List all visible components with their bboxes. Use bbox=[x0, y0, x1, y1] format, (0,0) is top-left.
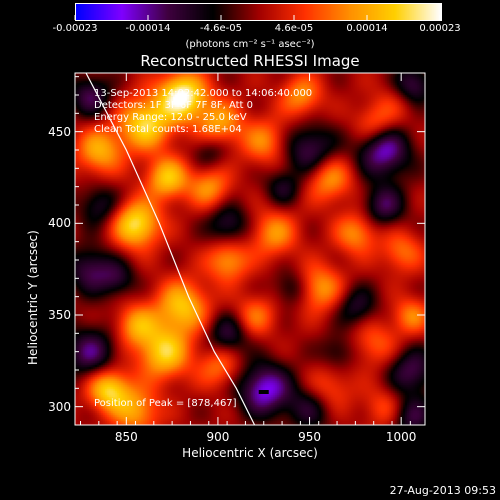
colorbar-units: (photons cm⁻² s⁻¹ asec⁻²) bbox=[185, 39, 315, 50]
colorbar-tick-label: -0.00014 bbox=[125, 23, 171, 34]
y-tick-label: 300 bbox=[48, 399, 71, 414]
colorbar bbox=[75, 3, 442, 21]
x-tick-label: 850 bbox=[114, 430, 138, 444]
peak-marker bbox=[258, 390, 269, 394]
colorbar-tick-label: -0.00023 bbox=[52, 23, 98, 34]
heatmap-image bbox=[75, 73, 425, 425]
y-axis-label: Heliocentric Y (arcsec) bbox=[26, 230, 40, 365]
x-tick-label: 1000 bbox=[385, 430, 417, 444]
y-tick-label: 350 bbox=[48, 308, 71, 322]
timestamp: 27-Aug-2013 09:53 bbox=[389, 484, 496, 497]
annotation-energy: Energy Range: 12.0 - 25.0 keV bbox=[94, 112, 247, 123]
y-tick-label: 400 bbox=[48, 216, 71, 231]
colorbar-tick-label: -4.6e-05 bbox=[200, 23, 242, 34]
colorbar-tick-label: 0.00014 bbox=[346, 23, 388, 34]
solar-limb-line bbox=[85, 73, 256, 425]
colorbar-tick-label: 4.6e-05 bbox=[274, 23, 314, 34]
annotation-counts: Clean Total counts: 1.68E+04 bbox=[94, 124, 242, 135]
x-tick-label: 900 bbox=[206, 430, 230, 444]
annotation-detectors: Detectors: 1F 3F 6F 7F 8F, Att 0 bbox=[94, 100, 254, 111]
plot-frame bbox=[74, 72, 426, 426]
y-tick-label: 450 bbox=[48, 124, 71, 139]
peak-position-label: Position of Peak = [878,467] bbox=[94, 398, 237, 409]
colorbar-tick-label: 0.00023 bbox=[419, 23, 461, 34]
x-axis-label: Heliocentric X (arcsec) bbox=[182, 446, 318, 460]
annotation-time-range: 13-Sep-2013 14:02:42.000 to 14:06:40.000 bbox=[94, 88, 313, 99]
x-tick-label: 950 bbox=[298, 430, 321, 444]
chart-title: Reconstructed RHESSI Image bbox=[140, 52, 360, 70]
